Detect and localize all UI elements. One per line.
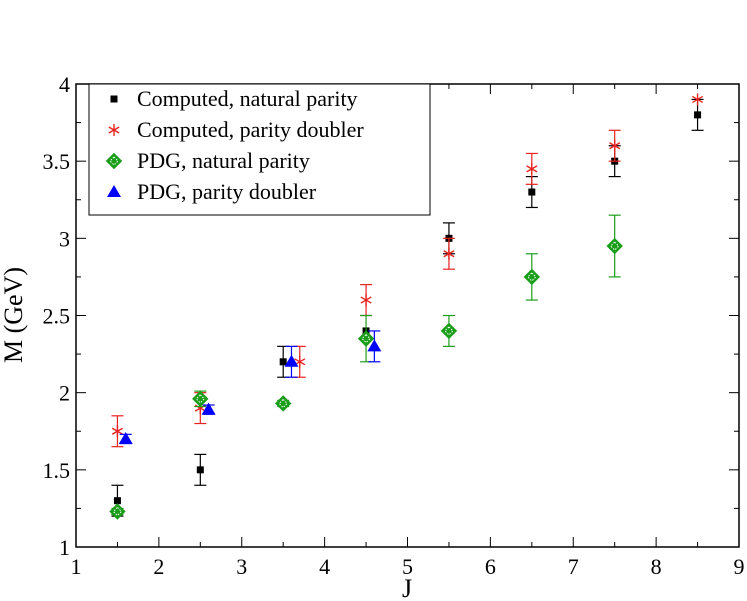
star-stroke [692, 95, 704, 104]
data-point-diamond [440, 322, 458, 340]
x-tick-label: 9 [734, 554, 745, 579]
x-tick-label: 8 [651, 554, 662, 579]
data-point-triangle [118, 431, 133, 444]
diamond-body [192, 390, 209, 408]
star-stroke [294, 358, 306, 366]
y-tick-label: 2.5 [43, 304, 71, 329]
data-point-diamond [523, 268, 541, 286]
diamond-body [109, 503, 126, 520]
data-point-square [528, 188, 536, 196]
diamond-hatch [195, 394, 206, 404]
diamond-hatch [278, 398, 288, 409]
diamond-body [357, 330, 375, 347]
series-diamond [109, 214, 623, 520]
diamond-hatch [444, 326, 454, 336]
diamond-hatch [609, 241, 620, 251]
diamond-hatch [109, 156, 119, 166]
data-point-star [111, 425, 123, 438]
data-point-square [196, 466, 204, 474]
y-tick-label: 4 [59, 72, 70, 97]
y-tick-label: 2 [59, 381, 70, 406]
diamond-body [606, 237, 623, 255]
data-point-diamond [606, 237, 623, 255]
star-stroke [443, 250, 455, 258]
x-tick-label: 1 [71, 554, 82, 579]
x-axis-title: J [402, 574, 412, 601]
data-point-square [113, 497, 121, 505]
star-stroke [108, 126, 120, 134]
data-point-diamond [109, 503, 126, 520]
legend: Computed, natural parity Computed, parit… [88, 83, 431, 216]
x-tick-label: 6 [485, 554, 496, 579]
data-point-triangle [284, 354, 299, 367]
legend-label-pdg-doubler: PDG, parity doubler [137, 179, 317, 204]
legend-marker-diamond [105, 152, 123, 170]
series-triangle [118, 330, 382, 445]
data-point-triangle [201, 402, 216, 415]
y-tick-label: 3.5 [43, 149, 71, 174]
diamond-body [105, 152, 123, 170]
axis-tick-labels: 1 2 3 4 5 6 7 8 9 1 1.5 2 2.5 3 3.5 4 [43, 72, 745, 579]
legend-label-pdg-natural: PDG, natural parity [137, 148, 310, 173]
legend-label-computed-natural: Computed, natural parity [137, 86, 358, 111]
legend-marker-triangle [107, 185, 121, 197]
diamond-body [274, 395, 292, 412]
data-point-square [694, 111, 702, 119]
x-tick-label: 4 [319, 554, 330, 579]
y-tick-label: 3 [59, 226, 70, 251]
data-point-triangle [367, 339, 382, 352]
data-point-star [526, 162, 538, 175]
legend-label-computed-doubler: Computed, parity doubler [137, 117, 364, 142]
x-tick-label: 3 [236, 554, 247, 579]
legend-markers [105, 95, 123, 197]
x-tick-label: 2 [153, 554, 164, 579]
data-point-diamond [274, 395, 292, 412]
data-point-star [443, 247, 455, 260]
star-stroke [609, 142, 621, 150]
data-point-star [360, 294, 372, 307]
legend-marker-star [108, 124, 120, 136]
x-tick-label: 7 [568, 554, 579, 579]
x-tick-label: 5 [402, 554, 413, 579]
y-tick-label: 1 [59, 535, 70, 560]
data-point-star [692, 93, 704, 106]
data-series [109, 93, 704, 520]
legend-box [88, 83, 431, 216]
diamond-hatch [527, 272, 537, 282]
data-point-star [609, 139, 621, 152]
data-point-diamond [357, 330, 375, 347]
diamond-hatch [112, 506, 123, 517]
diamond-body [440, 322, 458, 340]
diamond-body [523, 268, 541, 286]
legend-marker-square [110, 95, 118, 103]
diamond-hatch [361, 333, 371, 344]
star-stroke [360, 296, 372, 304]
y-tick-label: 1.5 [43, 458, 71, 483]
data-point-diamond [192, 390, 209, 408]
data-point-square [279, 358, 287, 366]
star-stroke [111, 427, 123, 435]
star-stroke [526, 165, 538, 173]
y-axis-title: M (GeV) [0, 267, 28, 363]
